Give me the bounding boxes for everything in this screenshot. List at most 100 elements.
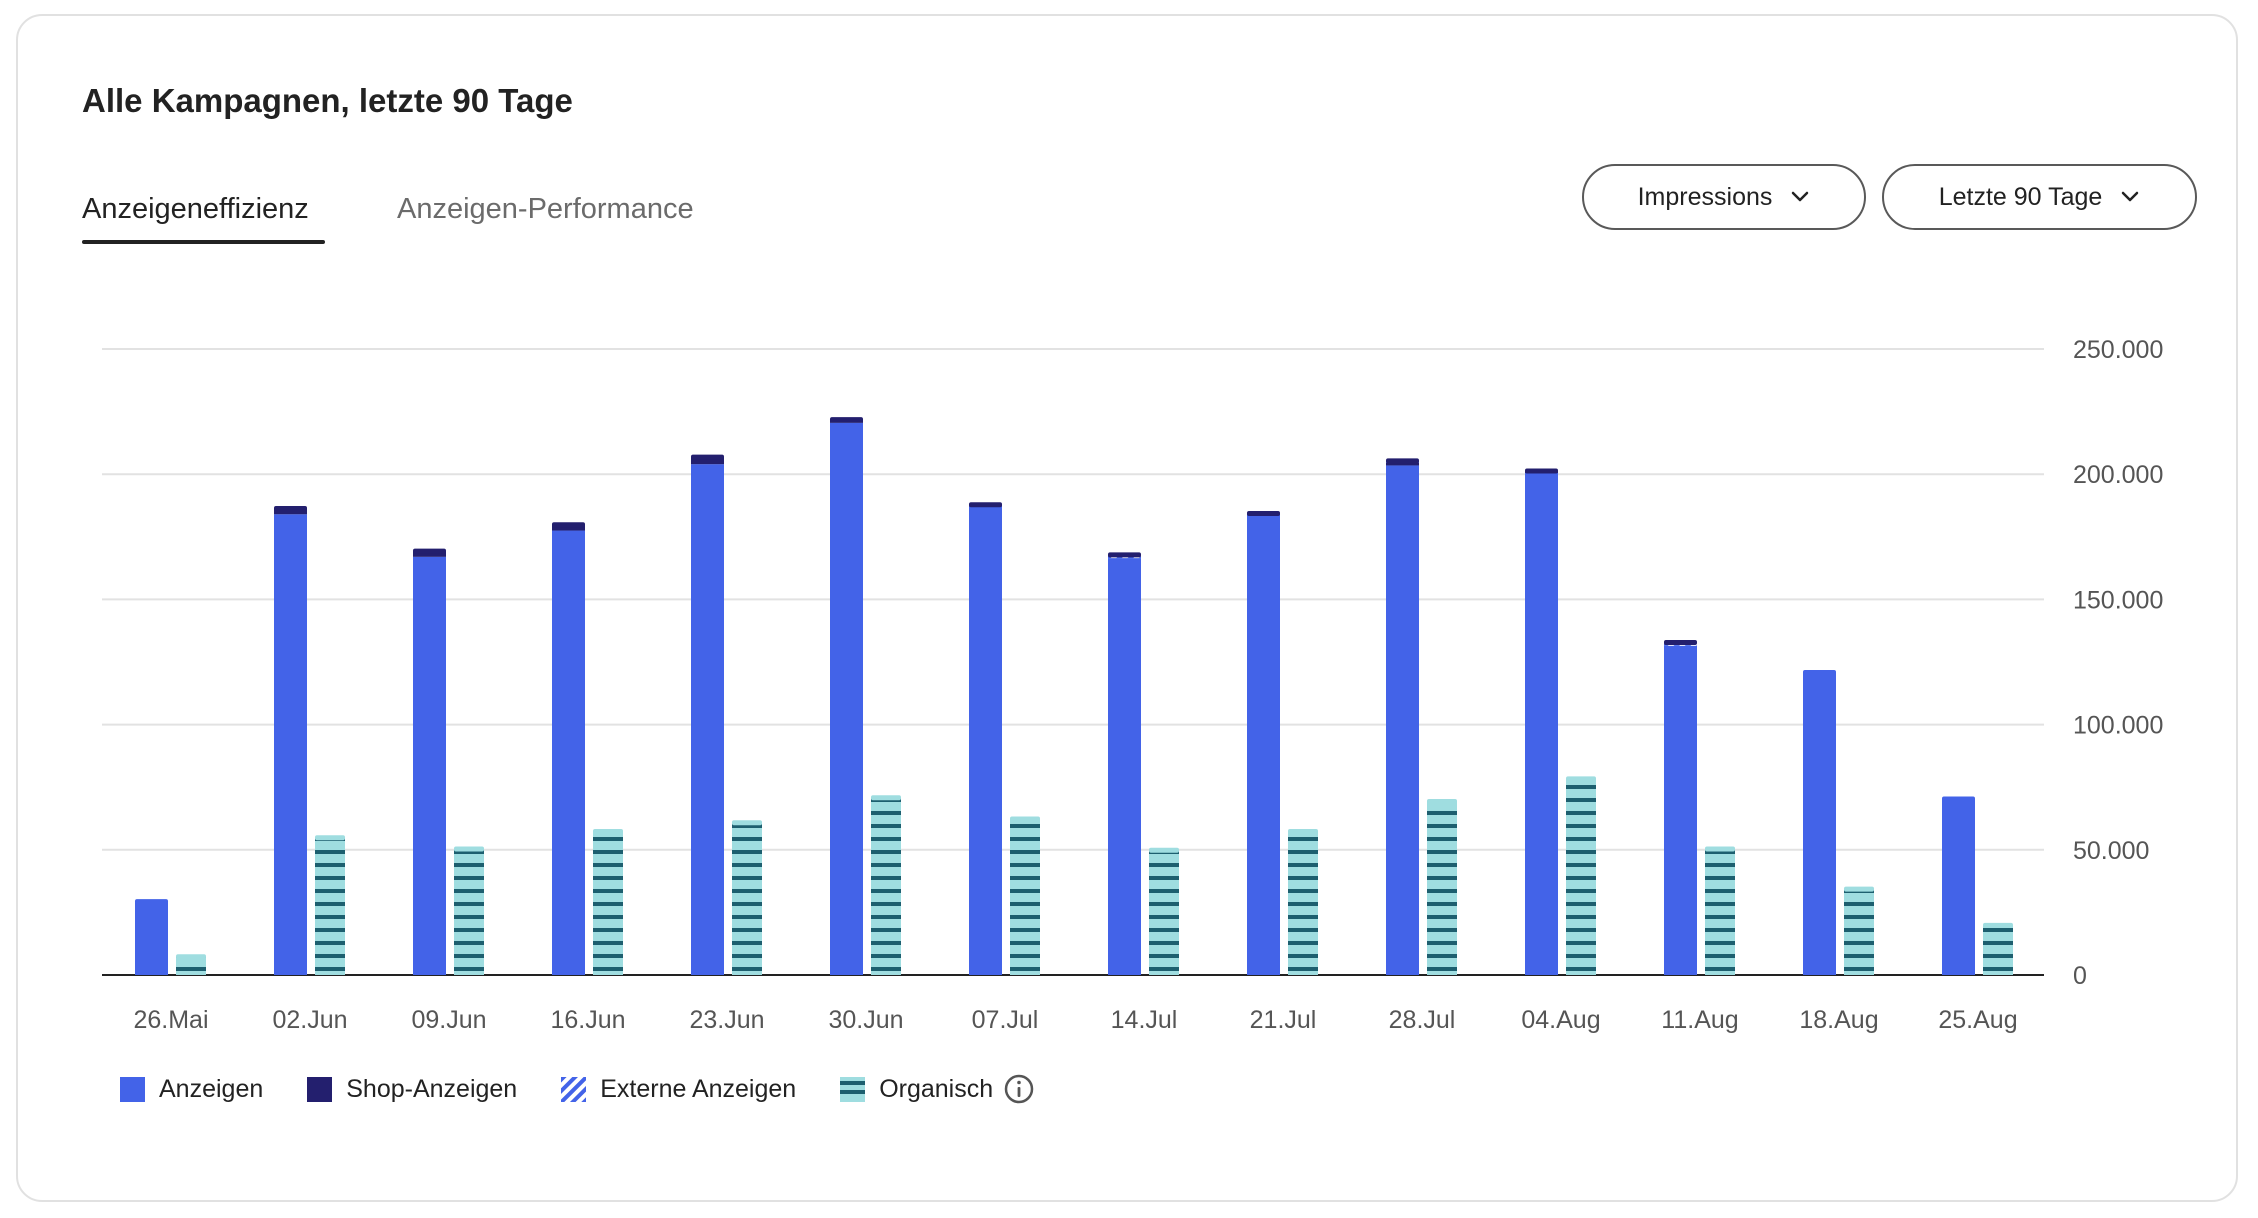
x-tick-label: 09.Jun (411, 1006, 486, 1034)
horizontal-striped-square-icon (840, 1076, 866, 1102)
bar-anzeigen (274, 514, 307, 975)
chevron-down-icon (2122, 191, 2139, 202)
x-tick-label: 26.Mai (133, 1006, 208, 1034)
bar-top-cap (1525, 468, 1558, 474)
bar-organisch (1566, 778, 1596, 975)
x-tick-label: 28.Jul (1389, 1006, 1456, 1034)
bar-organisch (1010, 818, 1040, 975)
bar-top-cap (732, 820, 762, 826)
bar-organisch (1149, 849, 1179, 975)
y-tick-label: 150.000 (2073, 586, 2163, 614)
bar-organisch (1427, 800, 1457, 975)
legend-item-externe-anzeigen: Externe Anzeigen (561, 1075, 796, 1104)
bar-top-cap (454, 846, 484, 852)
bar-organisch (454, 848, 484, 975)
bar-organisch (871, 797, 901, 975)
legend-label-anzeigen: Anzeigen (159, 1074, 264, 1103)
date-range-dropdown[interactable]: Letzte 90 Tage (1882, 164, 2197, 230)
legend-label-externe-anzeigen: Externe Anzeigen (600, 1074, 797, 1103)
bar-anzeigen (1386, 465, 1419, 975)
bar-top-cap (274, 506, 307, 512)
x-tick-label: 02.Jun (272, 1006, 347, 1034)
bar-top-cap (413, 548, 446, 554)
impressions-bar-chart: 250.000 200.000 150.000 100.000 50.000 0 26.Ma… (102, 336, 2163, 1034)
bar-organisch (732, 822, 762, 975)
bar-shop-anzeigen (274, 508, 307, 515)
bar-anzeigen (1247, 514, 1280, 975)
metric-dropdown[interactable]: Impressions (1582, 164, 1866, 230)
y-tick-label: 250.000 (2073, 336, 2163, 364)
chevron-down-icon (1792, 191, 1809, 202)
x-tick-label: 11.Aug (1661, 1006, 1738, 1034)
bar-top-cap (1386, 458, 1419, 464)
x-tick-label: 07.Jul (972, 1006, 1039, 1034)
bar-top-cap (1566, 776, 1596, 782)
solid-navy-square-icon (307, 1076, 333, 1102)
x-tick-label: 25.Aug (1938, 1006, 2017, 1034)
solid-blue-square-icon (120, 1076, 145, 1102)
bar-top-cap (1983, 922, 2013, 928)
bar-top-cap (1247, 511, 1280, 517)
bar-shop-anzeigen (552, 524, 585, 531)
bar-anzeigen (830, 422, 863, 975)
bar-anzeigen (413, 556, 446, 975)
bar-anzeigen (1664, 645, 1697, 975)
legend-label-shop-anzeigen: Shop-Anzeigen (346, 1074, 518, 1103)
bar-top-cap (1149, 847, 1179, 853)
bar-anzeigen (1803, 672, 1836, 975)
bar-top-cap (1288, 829, 1318, 835)
y-tick-label: 200.000 (2073, 461, 2163, 489)
bar-top-cap (1942, 796, 1975, 802)
x-tick-label: 18.Aug (1799, 1006, 1878, 1034)
bar-top-cap (1803, 670, 1836, 676)
x-tick-label: 04.Aug (1521, 1006, 1600, 1034)
bar-top-cap (1705, 846, 1735, 852)
bar-organisch (1844, 888, 1874, 975)
legend-label-organisch: Organisch (879, 1074, 994, 1103)
bar-anzeigen (552, 530, 585, 975)
x-tick-label: 14.Jul (1111, 1006, 1178, 1034)
active-tab-indicator (82, 240, 325, 244)
bar-top-cap (1664, 639, 1697, 645)
bar-top-cap (593, 829, 623, 835)
bar-shop-anzeigen (413, 550, 446, 557)
bar-top-cap (1844, 886, 1874, 892)
x-tick-label: 21.Jul (1250, 1006, 1317, 1034)
x-tick-label: 23.Jun (689, 1006, 764, 1034)
metric-dropdown-label: Impressions (1637, 182, 1773, 211)
legend-item-shop-anzeigen: Shop-Anzeigen (307, 1075, 517, 1104)
bar-top-cap (552, 522, 585, 528)
bar-top-cap (176, 954, 206, 960)
bar-anzeigen (1108, 558, 1141, 975)
bar-organisch (1705, 848, 1735, 975)
bar-anzeigen (691, 464, 724, 975)
bar-anzeigen (1942, 798, 1975, 975)
bar-top-cap (1010, 816, 1040, 822)
bar-organisch (1288, 831, 1318, 975)
y-tick-label: 0 (2073, 962, 2087, 990)
bar-anzeigen (969, 505, 1002, 975)
bar-top-cap (830, 417, 863, 423)
bar-anzeigen (135, 901, 168, 975)
page-title: Alle Kampagnen, letzte 90 Tage (82, 82, 573, 119)
bar-top-cap (135, 899, 168, 905)
bar-top-cap (315, 835, 345, 841)
date-range-dropdown-label: Letzte 90 Tage (1938, 182, 2103, 211)
bar-organisch (1983, 924, 2013, 975)
info-icon[interactable] (1003, 1073, 1035, 1105)
x-tick-label: 16.Jun (550, 1006, 625, 1034)
tab-anzeigen-performance[interactable]: Anzeigen-Performance (397, 193, 694, 225)
y-tick-label: 50.000 (2073, 837, 2149, 865)
bar-shop-anzeigen (1386, 462, 1419, 466)
legend-item-organisch: Organisch (840, 1073, 1035, 1105)
bar-top-cap (871, 795, 901, 801)
chart-legend: Anzeigen Shop-Anzeigen Externe Anzeigen … (120, 1073, 1035, 1105)
bar-top-cap (969, 502, 1002, 508)
x-tick-label: 30.Jun (828, 1006, 903, 1034)
tab-anzeigeneffizienz[interactable]: Anzeigeneffizienz (82, 193, 309, 225)
bar-organisch (176, 956, 206, 975)
y-tick-label: 100.000 (2073, 712, 2163, 740)
bar-top-cap (1427, 798, 1457, 804)
bar-top-cap (1108, 552, 1141, 558)
diagonal-striped-square-icon (561, 1076, 587, 1102)
